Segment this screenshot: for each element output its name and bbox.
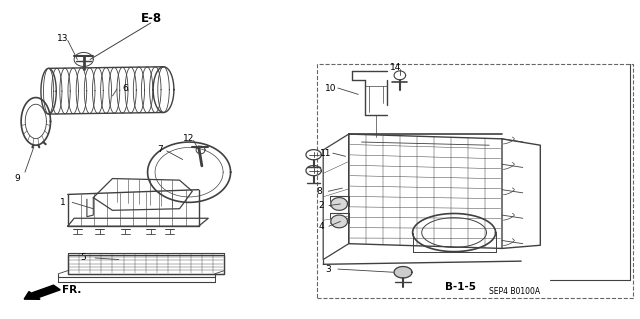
- Text: 1: 1: [60, 198, 66, 207]
- Text: 13: 13: [57, 34, 68, 43]
- Text: 10: 10: [325, 84, 337, 93]
- Text: 11: 11: [320, 149, 332, 158]
- Text: 7: 7: [157, 145, 163, 154]
- Bar: [68, 255, 224, 274]
- Polygon shape: [331, 215, 348, 228]
- Text: 4: 4: [318, 222, 324, 231]
- Text: 9: 9: [15, 174, 20, 183]
- Text: 3: 3: [325, 264, 331, 274]
- Text: SEP4 B0100A: SEP4 B0100A: [489, 287, 540, 296]
- Text: FR.: FR.: [62, 285, 81, 295]
- Text: E-8: E-8: [141, 12, 163, 25]
- Text: 8: 8: [317, 187, 323, 196]
- Text: 12: 12: [182, 134, 194, 143]
- Bar: [317, 64, 633, 298]
- FancyArrow shape: [24, 285, 60, 299]
- Polygon shape: [394, 267, 412, 278]
- Polygon shape: [331, 197, 348, 210]
- Text: 6: 6: [122, 84, 128, 93]
- Text: 2: 2: [318, 201, 324, 210]
- Text: B-1-5: B-1-5: [445, 282, 476, 292]
- Text: 14: 14: [390, 63, 402, 72]
- Text: 5: 5: [81, 254, 86, 263]
